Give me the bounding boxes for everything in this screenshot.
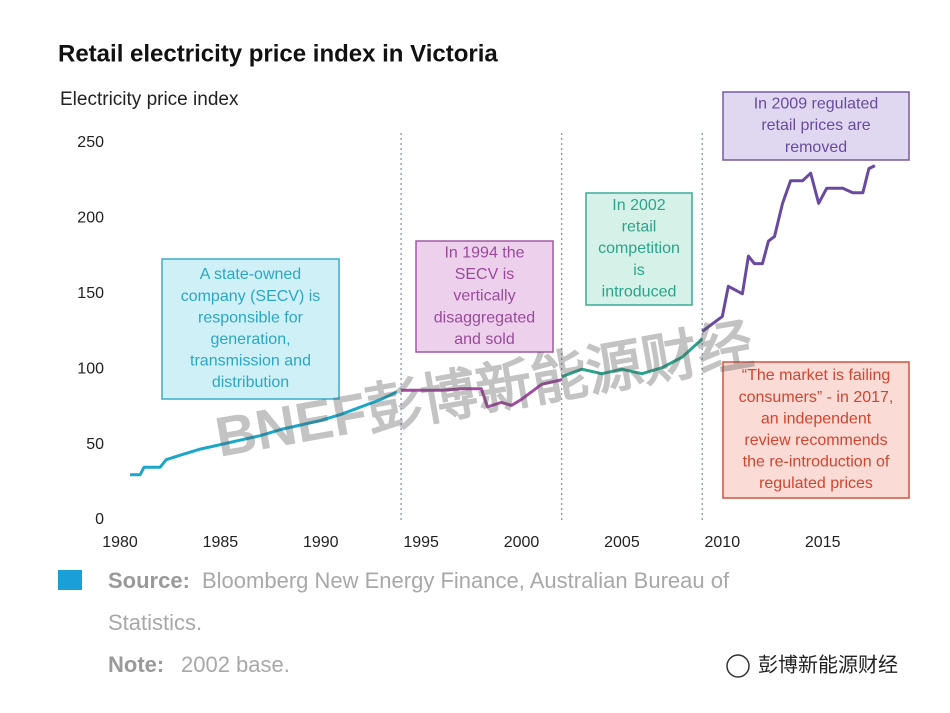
logo-text: 彭博新能源财经 xyxy=(758,653,898,676)
x-tick-label: 1990 xyxy=(303,534,339,551)
legend-swatch xyxy=(58,570,82,590)
chart-title: Retail electricity price index in Victor… xyxy=(58,40,498,67)
annotation-text: vertically xyxy=(453,288,515,305)
annotation-box xyxy=(722,361,910,499)
annotation-text: disaggregated xyxy=(434,309,535,326)
data-line xyxy=(130,390,398,477)
annotation-text: regulated prices xyxy=(759,475,873,492)
annotation-text: “The market is failing xyxy=(742,367,891,384)
x-tick-label: 1995 xyxy=(403,534,439,551)
x-tick-label: 1985 xyxy=(203,534,239,551)
source-text: Bloomberg New Energy Finance, Australian… xyxy=(202,568,730,593)
annotation-text: competition xyxy=(598,240,680,257)
y-tick-label: 200 xyxy=(77,210,104,227)
annotation-box xyxy=(161,258,340,400)
annotation-text: company (SECV) is xyxy=(181,288,321,305)
x-tick-label: 2005 xyxy=(604,534,640,551)
annotation-text: SECV is xyxy=(455,266,515,283)
annotation-box xyxy=(585,192,693,306)
annotation-text: In 2002 xyxy=(612,197,665,214)
x-tick-label: 1980 xyxy=(102,534,138,551)
x-tick-label: 2015 xyxy=(805,534,841,551)
logo-icon xyxy=(726,654,750,678)
annotation-text: an independent xyxy=(761,410,872,427)
y-axis-label: Electricity price index xyxy=(60,89,239,110)
source-label: Source: xyxy=(108,568,190,593)
annotation-text: generation, xyxy=(210,331,290,348)
annotation-text: and sold xyxy=(454,331,515,348)
annotation-text: removed xyxy=(785,139,847,156)
annotation-text: transmission and xyxy=(190,353,311,370)
data-line xyxy=(701,164,876,333)
x-tick-label: 2010 xyxy=(705,534,741,551)
y-tick-label: 150 xyxy=(77,285,104,302)
y-tick-label: 0 xyxy=(95,511,104,528)
annotation-box xyxy=(722,91,910,161)
annotation-text: retail prices are xyxy=(761,117,870,134)
annotation-text: consumers” - in 2017, xyxy=(739,389,894,406)
y-tick-label: 250 xyxy=(77,134,104,151)
annotation-text: responsible for xyxy=(198,309,304,326)
annotation-text: the re-introduction of xyxy=(743,454,890,471)
note-text: 2002 base. xyxy=(181,652,290,677)
annotation-text: In 2009 regulated xyxy=(754,96,879,113)
annotation-box xyxy=(415,240,554,353)
annotation-text: introduced xyxy=(602,283,677,300)
data-line xyxy=(401,378,563,409)
y-tick-label: 100 xyxy=(77,360,104,377)
x-tick-label: 2000 xyxy=(504,534,540,551)
source-text: Statistics. xyxy=(108,610,202,635)
data-line xyxy=(561,337,704,379)
y-tick-label: 50 xyxy=(86,436,104,453)
annotation-text: is xyxy=(633,262,645,279)
note-label: Note: xyxy=(108,652,164,677)
annotation-text: distribution xyxy=(212,374,289,391)
annotation-text: retail xyxy=(622,219,657,236)
annotation-text: In 1994 the xyxy=(444,245,524,262)
annotation-text: A state-owned xyxy=(200,266,301,283)
annotation-text: review recommends xyxy=(744,432,887,449)
